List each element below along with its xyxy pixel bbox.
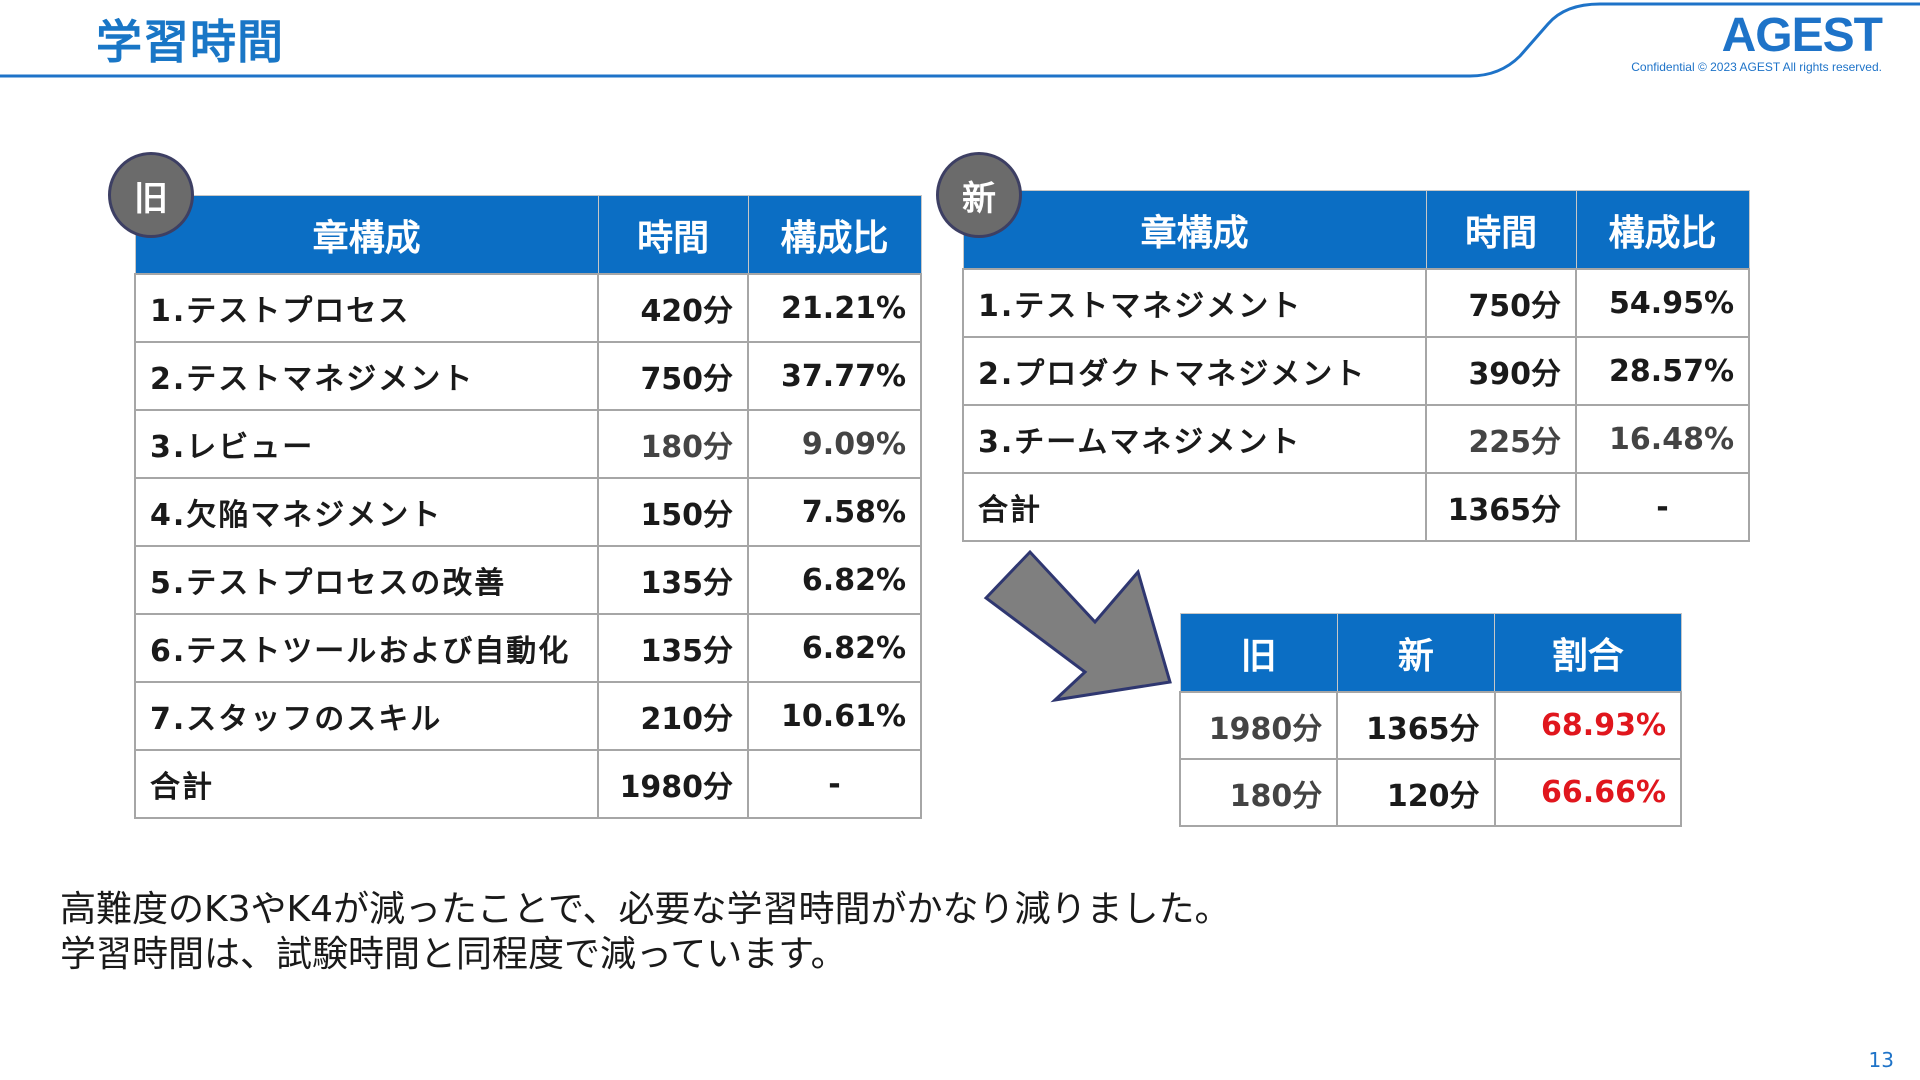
- total-label: 合計: [133, 749, 600, 819]
- chapter-name: 6.テストツールおよび自動化: [133, 613, 600, 683]
- old-chapter-table: 章構成 時間 構成比 1.テストプロセス 420分 21.21% 2.テストマネ…: [133, 195, 922, 819]
- total-ratio: -: [747, 749, 922, 819]
- header-percent: 割合: [1494, 613, 1682, 693]
- chapter-name: 1.テストマネジメント: [961, 268, 1428, 338]
- header-old: 旧: [1179, 613, 1338, 693]
- total-ratio: -: [1575, 472, 1750, 542]
- new-chapter-table: 章構成 時間 構成比 1.テストマネジメント 750分 54.95% 2.プロダ…: [961, 190, 1750, 542]
- ratio-table: 旧 新 割合 1980分 1365分 68.93% 180分 120分 66.6…: [1178, 613, 1682, 827]
- table-total-row: 合計 1365分 -: [961, 472, 1750, 542]
- chapter-name: 3.チームマネジメント: [961, 404, 1428, 474]
- new-value: 120分: [1336, 758, 1496, 827]
- agest-logo: AGEST: [1721, 9, 1883, 62]
- chapter-time: 210分: [597, 681, 750, 751]
- chapter-ratio: 21.21%: [747, 273, 922, 343]
- chapter-time: 390分: [1425, 336, 1578, 406]
- chapter-name: 7.スタッフのスキル: [133, 681, 600, 751]
- header-ratio: 構成比: [1575, 190, 1750, 270]
- chapter-time: 750分: [597, 341, 750, 411]
- table-total-row: 合計 1980分 -: [133, 749, 922, 819]
- old-value: 180分: [1178, 758, 1339, 827]
- chapter-name: 1.テストプロセス: [133, 273, 600, 343]
- table-row: 3.レビュー 180分 9.09%: [133, 409, 922, 479]
- chapter-ratio: 16.48%: [1575, 404, 1750, 474]
- header-ratio: 構成比: [747, 195, 922, 275]
- ratio-value: 68.93%: [1493, 691, 1682, 760]
- chapter-ratio: 6.82%: [747, 613, 922, 683]
- page-number: 13: [1868, 1048, 1894, 1072]
- new-value: 1365分: [1336, 691, 1496, 760]
- chapter-time: 135分: [597, 613, 750, 683]
- table-row: 3.チームマネジメント 225分 16.48%: [961, 404, 1750, 474]
- table-row: 4.欠陥マネジメント 150分 7.58%: [133, 477, 922, 547]
- table-row: 2.テストマネジメント 750分 37.77%: [133, 341, 922, 411]
- table-row: 180分 120分 66.66%: [1178, 758, 1682, 827]
- header-new: 新: [1336, 613, 1496, 693]
- header-chapter: 章構成: [134, 195, 599, 275]
- header-divider: [0, 2, 1920, 78]
- chapter-ratio: 10.61%: [747, 681, 922, 751]
- table-row: 5.テストプロセスの改善 135分 6.82%: [133, 545, 922, 615]
- new-badge: 新: [936, 152, 1022, 238]
- table-header-row: 旧 新 割合: [1179, 613, 1682, 693]
- chapter-name: 2.プロダクトマネジメント: [961, 336, 1428, 406]
- total-time: 1980分: [597, 749, 750, 819]
- chapter-time: 420分: [597, 273, 750, 343]
- chapter-time: 225分: [1425, 404, 1578, 474]
- chapter-time: 135分: [597, 545, 750, 615]
- chapter-ratio: 28.57%: [1575, 336, 1750, 406]
- chapter-ratio: 54.95%: [1575, 268, 1750, 338]
- summary-line-1: 高難度のK3やK4が減ったことで、必要な学習時間がかなり減りました。: [60, 889, 1231, 930]
- chapter-name: 3.レビュー: [133, 409, 600, 479]
- table-header-row: 章構成 時間 構成比: [962, 190, 1750, 270]
- table-row: 1980分 1365分 68.93%: [1178, 691, 1682, 760]
- header-time: 時間: [1425, 190, 1577, 270]
- table-row: 7.スタッフのスキル 210分 10.61%: [133, 681, 922, 751]
- header-time: 時間: [597, 195, 749, 275]
- chapter-time: 750分: [1425, 268, 1578, 338]
- table-row: 6.テストツールおよび自動化 135分 6.82%: [133, 613, 922, 683]
- chapter-time: 150分: [597, 477, 750, 547]
- old-badge: 旧: [108, 152, 194, 238]
- summary-line-2: 学習時間は、試験時間と同程度で減っています。: [60, 934, 847, 975]
- chapter-ratio: 9.09%: [747, 409, 922, 479]
- chapter-time: 180分: [597, 409, 750, 479]
- chapter-name: 4.欠陥マネジメント: [133, 477, 600, 547]
- ratio-value: 66.66%: [1493, 758, 1682, 827]
- copyright-text: Confidential © 2023 AGEST All rights res…: [1631, 60, 1882, 74]
- header-chapter: 章構成: [962, 190, 1427, 270]
- chapter-ratio: 7.58%: [747, 477, 922, 547]
- table-row: 1.テストマネジメント 750分 54.95%: [961, 268, 1750, 338]
- arrow-down-right-icon: [983, 549, 1172, 703]
- old-value: 1980分: [1178, 691, 1339, 760]
- table-row: 2.プロダクトマネジメント 390分 28.57%: [961, 336, 1750, 406]
- chapter-name: 5.テストプロセスの改善: [133, 545, 600, 615]
- chapter-ratio: 6.82%: [747, 545, 922, 615]
- page-title: 学習時間: [96, 15, 284, 69]
- total-time: 1365分: [1425, 472, 1578, 542]
- table-header-row: 章構成 時間 構成比: [134, 195, 922, 275]
- chapter-ratio: 37.77%: [747, 341, 922, 411]
- table-row: 1.テストプロセス 420分 21.21%: [133, 273, 922, 343]
- total-label: 合計: [961, 472, 1428, 542]
- chapter-name: 2.テストマネジメント: [133, 341, 600, 411]
